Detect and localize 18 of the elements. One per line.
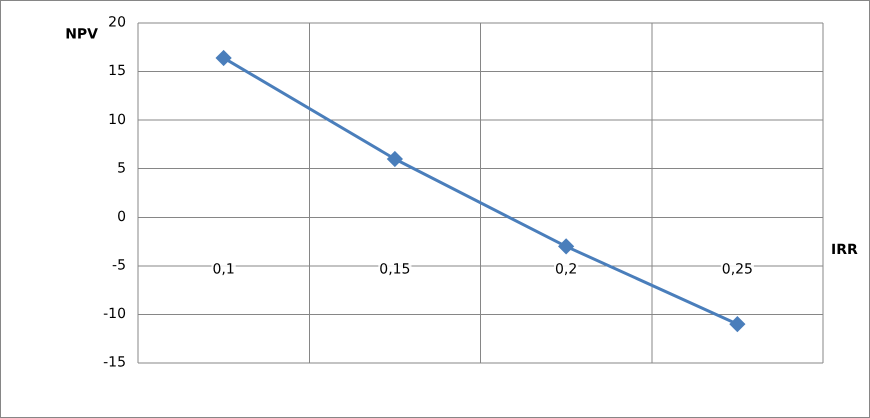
x-axis-title: IRR bbox=[831, 242, 858, 258]
x-tick-label: 0,2 bbox=[554, 261, 578, 278]
point bbox=[558, 238, 574, 254]
y-tick-label: 5 bbox=[117, 160, 126, 176]
y-axis-title: NPV bbox=[65, 26, 98, 43]
point bbox=[387, 152, 402, 166]
x-tick-label: 0,25 bbox=[722, 261, 753, 278]
y-tick-label: -15 bbox=[103, 354, 126, 371]
y-tick-label: -10 bbox=[103, 306, 126, 322]
point bbox=[216, 50, 232, 66]
x-tick-label: 0,15 bbox=[379, 261, 410, 278]
y-tick-label: 20 bbox=[108, 14, 126, 31]
y-tick-label: 10 bbox=[108, 112, 126, 128]
y-tick-label: -5 bbox=[112, 258, 126, 274]
point bbox=[730, 316, 745, 332]
y-tick-label: 0 bbox=[117, 208, 126, 225]
y-tick-label: 15 bbox=[108, 63, 126, 80]
x-tick-label: 0,1 bbox=[212, 261, 235, 278]
